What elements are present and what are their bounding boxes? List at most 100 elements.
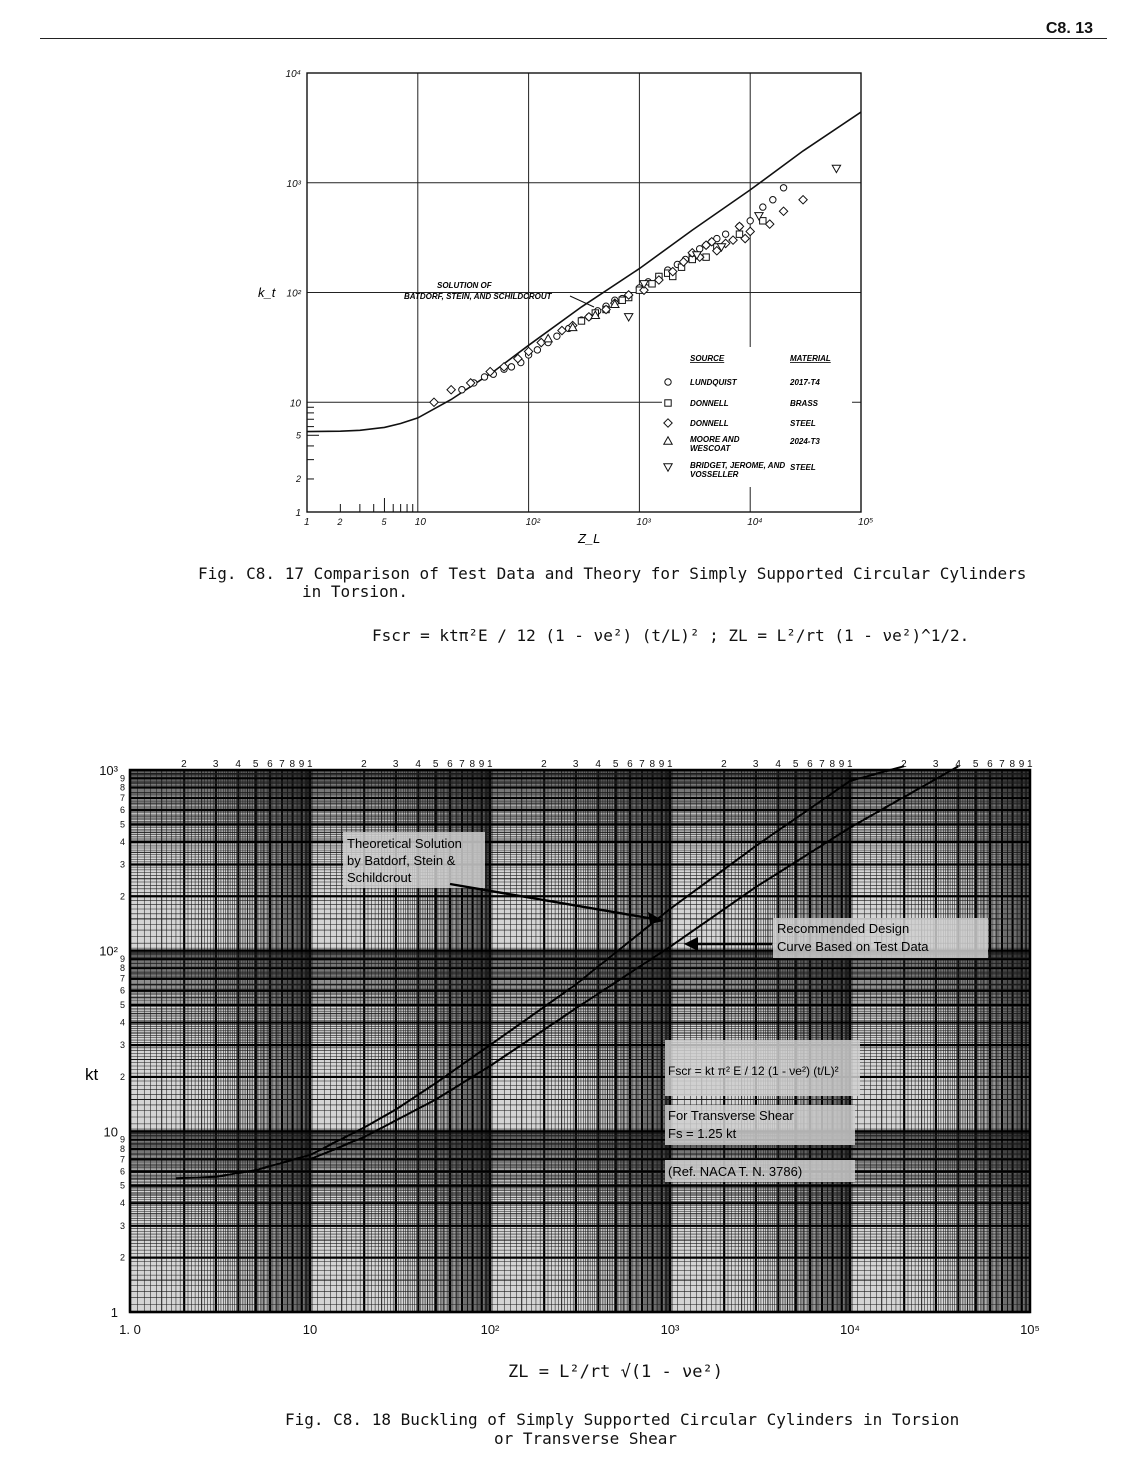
fig1-legend-source: BRIDGET, JEROME, AND xyxy=(690,461,785,470)
fig2-top-minor-label: 9 xyxy=(839,759,845,770)
fig2-annotation-ref: (Ref. NACA T. N. 3786) xyxy=(668,1164,802,1179)
fig1-data-point xyxy=(764,219,775,230)
fig1-legend-source: MOORE AND xyxy=(690,435,740,444)
fig1-y-tick-label: 10⁴ xyxy=(286,69,301,80)
fig2-left-minor-label: 8 xyxy=(120,963,125,973)
fig2-caption-line2: or Transverse Shear xyxy=(494,1429,678,1448)
fig1-legend: SOURCE MATERIAL LUNDQUIST 2017-T4 DONNELL BRA… xyxy=(662,347,852,487)
fig2-top-minor-label: 8 xyxy=(470,759,476,770)
fig2-decade-band-h xyxy=(130,947,1030,954)
fig1-x-axis-label: Z_L xyxy=(577,531,600,546)
fig2-left-minor-label: 9 xyxy=(120,1135,125,1145)
fig1-x-tick-label: 10 xyxy=(415,517,427,528)
fig2-top-minor-label: 1 xyxy=(307,759,313,770)
fig1-y-tick-label: 1 xyxy=(295,508,301,519)
fig2-top-minor-label: 4 xyxy=(595,759,601,770)
fig1-frame xyxy=(306,72,862,513)
fig2-top-minor-label: 3 xyxy=(753,759,759,770)
fig2-left-minor-label: 7 xyxy=(120,974,125,984)
fig2-top-minor-label: 5 xyxy=(253,759,259,770)
fig2-decade-band-v xyxy=(307,770,313,1312)
fig2-left-minor-label: 3 xyxy=(120,1221,125,1231)
fig1-annotation-line2: BATDORF, STEIN, AND SCHILDCROUT xyxy=(404,292,553,301)
fig1-theory-curve xyxy=(306,111,862,433)
fig1-legend-material: STEEL xyxy=(790,463,816,472)
fig2-annotation-design-line2: Curve Based on Test Data xyxy=(777,939,929,954)
fig1-y-tick-label: 10 xyxy=(290,398,302,409)
fig2-top-minor-label: 1 xyxy=(487,759,493,770)
fig2-left-minor-label: 3 xyxy=(120,1040,125,1050)
fig2-left-minor-label: 6 xyxy=(120,986,125,996)
fig1-annotation-line1: SOLUTION OF xyxy=(437,281,493,290)
fig2-top-minor-label: 2 xyxy=(541,759,547,770)
fig1-data-point xyxy=(623,290,634,300)
fig2-annotation-bg xyxy=(665,1160,855,1182)
fig2-grid xyxy=(128,768,1032,1314)
fig1-data-point xyxy=(533,346,542,354)
fig2-y-tick-label: 10 xyxy=(104,1124,118,1139)
fig1-x-tick-label: 10² xyxy=(526,517,541,528)
fig1-caption-line2: in Torsion. xyxy=(302,582,408,601)
fig2-x-tick-label: 10⁴ xyxy=(840,1322,860,1337)
fig2-x-tick-label: 10⁵ xyxy=(1020,1322,1040,1337)
fig2-top-minor-label: 9 xyxy=(479,759,485,770)
fig1-data-point xyxy=(691,251,702,261)
fig2-decade-band-h xyxy=(130,1128,1030,1135)
fig1-data-point xyxy=(623,313,634,323)
fig1-legend-source-cont: WESCOAT xyxy=(690,444,731,453)
fig2-plot-border xyxy=(128,768,1032,1314)
fig2-annotation-bg xyxy=(665,1040,860,1096)
fig2-top-minor-label: 8 xyxy=(290,759,296,770)
fig1-data-point xyxy=(695,245,704,253)
fig1-data-point xyxy=(654,275,664,285)
fig1-data-point xyxy=(746,217,754,225)
fig1-x-minor-label: 2 xyxy=(336,517,342,527)
fig2-top-minor-label: 8 xyxy=(1010,759,1016,770)
fig1-data-point xyxy=(639,285,649,296)
fig2-left-minor-label: 6 xyxy=(120,1166,125,1176)
fig1-data-points xyxy=(429,164,842,408)
fig2-annotations: Theoretical Solution by Batdorf, Stein & S… xyxy=(343,832,988,1182)
fig1-data-point xyxy=(759,217,767,225)
fig2-left-minor-label: 5 xyxy=(120,1000,125,1010)
fig1-y-tick-label: 10³ xyxy=(287,179,302,190)
fig1-legend-header-material: MATERIAL xyxy=(790,354,831,363)
fig2-annotation-theory-line2: by Batdorf, Stein & xyxy=(347,853,456,868)
fig1-data-point xyxy=(601,304,611,315)
fig2-top-minor-label: 9 xyxy=(1019,759,1025,770)
fig2-caption-line1: Fig. C8. 18 Buckling of Simply Supported… xyxy=(285,1410,960,1429)
fig1-data-point xyxy=(648,280,656,288)
fig1-data-point xyxy=(446,384,457,395)
fig1-legend-material: STEEL xyxy=(790,419,816,428)
fig1-legend-material: 2017-T4 xyxy=(789,378,820,387)
fig2-annotation-theory-arrowhead xyxy=(648,912,664,924)
fig1-axis-labels: 1 10 10² 10³ 10⁴ 10⁵ 2 5 1 10 10² 10³ 10⁴ 2 5 xyxy=(286,69,874,528)
fig1-legend-source: DONNELL xyxy=(690,399,729,408)
fig2-top-minor-label: 4 xyxy=(415,759,421,770)
fig1-data-point xyxy=(713,234,721,243)
fig2-grid-background xyxy=(130,770,1030,1312)
fig2-top-minor-label: 3 xyxy=(933,759,939,770)
fig2-left-minor-label: 3 xyxy=(120,859,125,869)
fig1-data-point xyxy=(831,164,842,174)
fig2-annotation-bg xyxy=(665,1105,855,1145)
fig1-data-point xyxy=(553,332,561,340)
fig1-legend-symbol xyxy=(662,435,674,445)
fig1-grid xyxy=(307,73,861,512)
fig2-left-minor-label: 4 xyxy=(120,1018,125,1028)
fig1-legend-background xyxy=(662,347,852,487)
fig2-left-minor-label: 4 xyxy=(120,1198,125,1208)
fig2-annotation-bg xyxy=(343,832,485,888)
fig1-data-point xyxy=(667,266,678,277)
fig1-data-point xyxy=(740,233,751,244)
fig1-caption-line1: Fig. C8. 17 Comparison of Test Data and … xyxy=(198,564,1027,583)
fig2-y-tick-label: 1 xyxy=(111,1305,118,1320)
fig2-annotation-theory-arrow xyxy=(449,882,661,922)
fig2-left-minor-label: 8 xyxy=(120,1144,125,1154)
fig2-y-tick-label: 10³ xyxy=(99,763,118,778)
fig2-top-minor-label: 2 xyxy=(181,759,187,770)
fig2-top-minor-label: 6 xyxy=(987,759,993,770)
